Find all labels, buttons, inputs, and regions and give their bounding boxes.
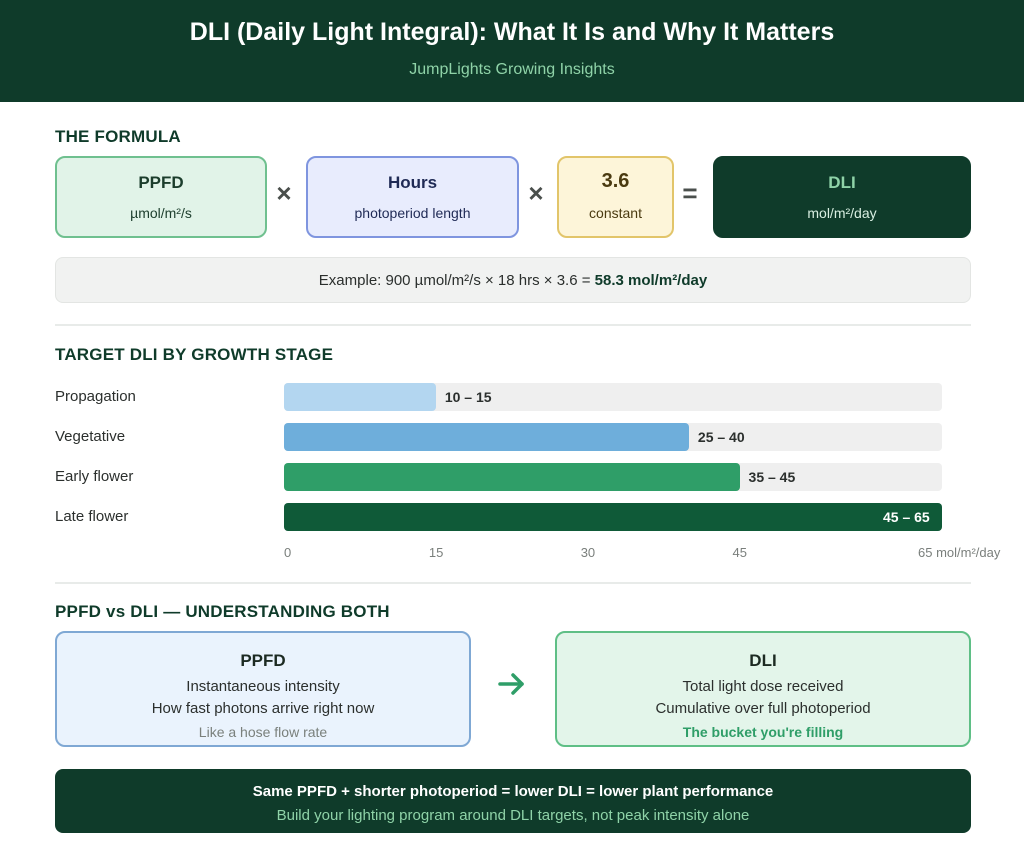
ppfd-card-title: PPFD	[240, 651, 286, 670]
times-symbol-1: ×	[276, 178, 292, 208]
bar-propagation	[284, 383, 436, 411]
target-section-title: TARGET DLI BY GROWTH STAGE	[55, 345, 334, 364]
bar-value-label-early-flower: 35 – 45	[748, 469, 796, 485]
bar-vegetative	[284, 423, 689, 451]
dli-card-line2: Cumulative over full photoperiod	[655, 700, 871, 717]
stage-label-late-flower: Late flower	[55, 508, 129, 525]
dli-card: DLI Total light dose received Cumulative…	[555, 631, 971, 747]
x-tick-label: 15	[428, 545, 444, 560]
x-tick-label: 45	[732, 545, 747, 560]
dli-formula-unit: mol/m²/day	[807, 205, 877, 221]
constant-formula-box: 3.6 constant	[557, 156, 674, 238]
ppfd-card-analogy: Like a hose flow rate	[198, 724, 328, 740]
footer-subline: Build your lighting program around DLI t…	[276, 807, 750, 824]
bar-value-label-vegetative: 25 – 40	[697, 429, 745, 445]
ppfd-card: PPFD Instantaneous intensity How fast ph…	[55, 631, 471, 747]
hours-formula-desc: photoperiod length	[354, 205, 471, 221]
page-subtitle: JumpLights Growing Insights	[409, 61, 615, 78]
x-tick-label: 65 mol/m²/day	[918, 545, 1001, 560]
example-text: Example: 900 µmol/m²/s × 18 hrs × 3.6 =	[318, 272, 595, 289]
constant-value: 3.6	[601, 170, 630, 192]
dli-formula-label: DLI	[828, 173, 856, 192]
constant-label: constant	[589, 205, 642, 221]
times-symbol-2: ×	[528, 178, 544, 208]
divider-1	[55, 324, 971, 326]
ppfd-formula-box: PPFD µmol/m²/s	[55, 156, 267, 238]
dli-card-analogy: The bucket you're filling	[682, 724, 844, 740]
stage-label-early-flower: Early flower	[55, 468, 134, 485]
arrow-right-icon	[498, 673, 524, 695]
dli-card-title: DLI	[749, 651, 777, 670]
compare-section-title: PPFD vs DLI — UNDERSTANDING BOTH	[55, 602, 390, 621]
ppfd-card-line1: Instantaneous intensity	[186, 678, 340, 695]
formula-example: Example: 900 µmol/m²/s × 18 hrs × 3.6 = …	[55, 257, 971, 303]
ppfd-card-line2: How fast photons arrive right now	[151, 700, 375, 717]
stage-label-vegetative: Vegetative	[55, 428, 126, 445]
bar-early-flower	[284, 463, 740, 491]
hours-formula-label: Hours	[387, 173, 438, 192]
ppfd-formula-label: PPFD	[138, 173, 184, 192]
formula-section-title: THE FORMULA	[55, 127, 181, 146]
x-tick-label: 30	[580, 545, 596, 560]
bar-value-label-late-flower: 45 – 65	[883, 509, 930, 525]
footer-headline: Same PPFD + shorter photoperiod = lower …	[252, 783, 774, 800]
stage-label-propagation: Propagation	[55, 388, 136, 405]
equals-symbol: =	[682, 178, 698, 208]
bar-value-label-propagation: 10 – 15	[444, 389, 492, 405]
ppfd-formula-unit: µmol/m²/s	[130, 205, 192, 221]
page-header: DLI (Daily Light Integral): What It Is a…	[0, 0, 1024, 102]
x-tick-label: 0	[284, 545, 292, 560]
divider-2	[55, 582, 971, 584]
example-result: 58.3 mol/m²/day	[594, 272, 708, 289]
bar-late-flower	[284, 503, 942, 531]
page-title: DLI (Daily Light Integral): What It Is a…	[189, 18, 835, 46]
hours-formula-box: Hours photoperiod length	[306, 156, 519, 238]
dli-formula-box: DLI mol/m²/day	[713, 156, 971, 238]
dli-card-line1: Total light dose received	[682, 678, 844, 695]
footer-banner: Same PPFD + shorter photoperiod = lower …	[55, 769, 971, 833]
